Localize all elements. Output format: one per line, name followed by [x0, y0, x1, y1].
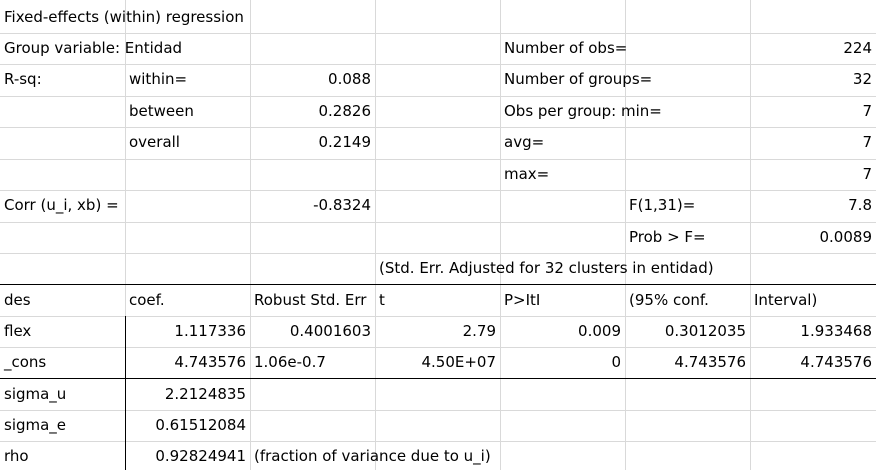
rho-value: 0.92824941 [155, 447, 246, 465]
gridline [500, 0, 501, 470]
column-header: (95% conf. [629, 291, 709, 309]
column-header: P>ItI [504, 291, 541, 309]
opg-min-label: Obs per group: min= [504, 102, 662, 120]
max-label: max= [504, 165, 550, 183]
table-cell: 1.06e-0.7 [254, 353, 326, 371]
table-cell: 2.79 [462, 322, 496, 340]
rsq-label: R-sq: [4, 70, 42, 88]
nobs-value: 224 [843, 39, 872, 57]
table-cell: 4.743576 [800, 353, 872, 371]
gridline [0, 410, 876, 411]
corr-value: -0.8324 [313, 196, 371, 214]
table-cell: 1.933468 [800, 322, 872, 340]
column-header: t [379, 291, 385, 309]
opg-min-value: 7 [862, 102, 872, 120]
sigma-e-value: 0.61512084 [155, 416, 246, 434]
gridline [125, 0, 126, 470]
overall-label: overall [129, 133, 180, 151]
within-label: within= [129, 70, 188, 88]
gridline [0, 253, 876, 254]
table-cell: flex [4, 322, 32, 340]
table-cell: 4.743576 [674, 353, 746, 371]
ngroups-value: 32 [852, 70, 872, 88]
probf-label: Prob > F= [629, 228, 706, 246]
gridline [0, 64, 876, 65]
gridline [0, 441, 876, 442]
f-label: F(1,31)= [629, 196, 696, 214]
table-cell: 0 [611, 353, 621, 371]
gridline [0, 316, 876, 317]
table-border-bottom [0, 378, 876, 379]
sigma-u-label: sigma_u [4, 385, 67, 403]
probf-value: 0.0089 [819, 228, 873, 246]
nobs-label: Number of obs= [504, 39, 628, 57]
gridline [375, 0, 376, 470]
max-value: 7 [862, 165, 872, 183]
gridline [0, 96, 876, 97]
table-cell: 0.4001603 [289, 322, 371, 340]
sigma-u-value: 2.2124835 [164, 385, 246, 403]
avg-value: 7 [862, 133, 872, 151]
gridline [0, 190, 876, 191]
gridline [0, 347, 876, 348]
table-cell: 4.50E+07 [421, 353, 496, 371]
group-variable-label: Group variable: Entidad [4, 39, 183, 57]
gridline [0, 222, 876, 223]
table-cell: 0.009 [578, 322, 621, 340]
column-header: Robust Std. Err [254, 291, 367, 309]
regression-title: Fixed-effects (within) regression [4, 8, 244, 26]
gridline [0, 159, 876, 160]
f-value: 7.8 [848, 196, 872, 214]
between-value: 0.2826 [318, 102, 372, 120]
table-cell: 1.117336 [174, 322, 246, 340]
gridline [750, 0, 751, 470]
between-label: between [129, 102, 194, 120]
corr-label: Corr (u_i, xb) = [4, 196, 119, 214]
gridline [0, 33, 876, 34]
column-header: coef. [129, 291, 165, 309]
gridline [625, 0, 626, 470]
gridline [250, 0, 251, 470]
ngroups-label: Number of groups= [504, 70, 653, 88]
column-header: des [4, 291, 31, 309]
sigma-e-label: sigma_e [4, 416, 67, 434]
table-cell: _cons [4, 353, 47, 371]
avg-label: avg= [504, 133, 545, 151]
table-border-left [125, 316, 126, 470]
table-cell: 0.3012035 [664, 322, 746, 340]
clusters-note: (Std. Err. Adjusted for 32 clusters in e… [379, 259, 714, 277]
gridline [0, 127, 876, 128]
table-border-top [0, 284, 876, 285]
table-cell: 4.743576 [174, 353, 246, 371]
within-value: 0.088 [328, 70, 371, 88]
rho-note: (fraction of variance due to u_i) [254, 447, 491, 465]
rho-label: rho [4, 447, 29, 465]
column-header: Interval) [754, 291, 818, 309]
overall-value: 0.2149 [318, 133, 372, 151]
